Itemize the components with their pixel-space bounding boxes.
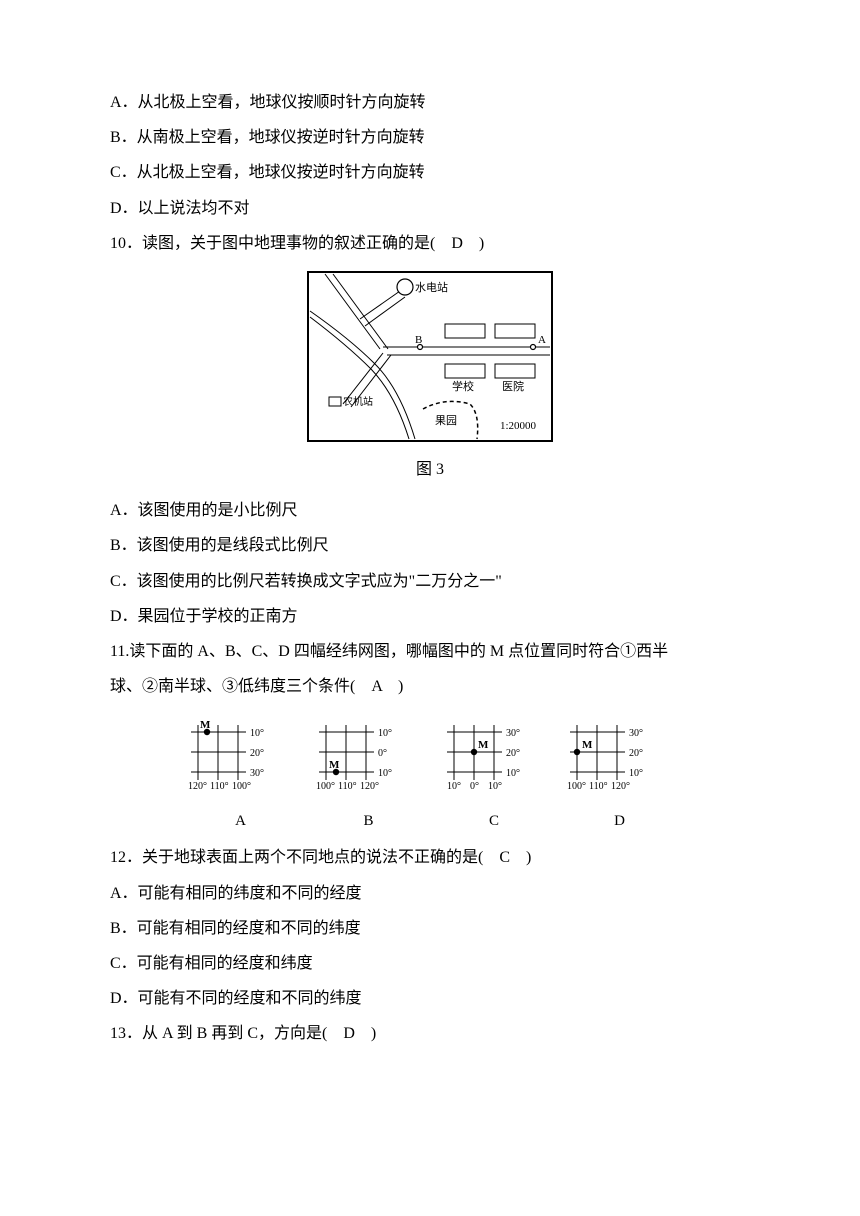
svg-text:20°: 20°: [250, 748, 264, 759]
grid-b-label: B: [314, 805, 424, 838]
svg-text:M: M: [329, 759, 340, 771]
q12-optA: A．可能有相同的纬度和不同的经度: [110, 876, 750, 911]
q9-optD: D．以上说法均不对: [110, 191, 750, 226]
svg-text:100°: 100°: [567, 781, 586, 790]
svg-text:120°: 120°: [188, 781, 207, 790]
q12-optB: B．可能有相同的经度和不同的纬度: [110, 911, 750, 946]
q11-grids: M 10° 20° 30° 120° 110° 100° A M 10° 0° …: [110, 710, 750, 838]
map-hospital-label: 医院: [502, 379, 524, 393]
svg-text:M: M: [200, 719, 211, 731]
svg-text:110°: 110°: [338, 781, 357, 790]
q10-optD: D．果园位于学校的正南方: [110, 599, 750, 634]
q12-optD: D．可能有不同的经度和不同的纬度: [110, 981, 750, 1016]
svg-text:30°: 30°: [629, 728, 643, 739]
grid-c: M 30° 20° 10° 10° 0° 10° C: [442, 710, 547, 838]
svg-text:M: M: [478, 739, 489, 751]
svg-text:30°: 30°: [250, 768, 264, 779]
map-hydro-label: 水电站: [415, 280, 448, 294]
svg-text:0°: 0°: [470, 781, 479, 790]
svg-text:10°: 10°: [378, 728, 392, 739]
svg-text:20°: 20°: [506, 748, 520, 759]
q12-stem: 12．关于地球表面上两个不同地点的说法不正确的是( C ): [110, 840, 750, 875]
svg-text:100°: 100°: [232, 781, 251, 790]
q10-optA: A．该图使用的是小比例尺: [110, 493, 750, 528]
q9-optC: C．从北极上空看，地球仪按逆时针方向旋转: [110, 155, 750, 190]
svg-text:120°: 120°: [611, 781, 630, 790]
svg-text:120°: 120°: [360, 781, 379, 790]
grid-b: M 10° 0° 10° 100° 110° 120° B: [314, 710, 424, 838]
svg-text:110°: 110°: [210, 781, 229, 790]
svg-text:100°: 100°: [316, 781, 335, 790]
q13-stem: 13．从 A 到 B 再到 C，方向是( D ): [110, 1016, 750, 1051]
svg-text:30°: 30°: [506, 728, 520, 739]
svg-text:20°: 20°: [629, 748, 643, 759]
q11-stem1: 11.读下面的 A、B、C、D 四幅经纬网图，哪幅图中的 M 点位置同时符合①西…: [110, 634, 750, 669]
map-orchard-label: 果园: [435, 414, 457, 427]
grid-c-label: C: [442, 805, 547, 838]
q10-optC: C．该图使用的比例尺若转换成文字式应为"二万分之一": [110, 564, 750, 599]
grid-d-label: D: [565, 805, 675, 838]
svg-text:10°: 10°: [629, 768, 643, 779]
q12-optC: C．可能有相同的经度和纬度: [110, 946, 750, 981]
svg-text:10°: 10°: [250, 728, 264, 739]
map-point-b: B: [415, 334, 422, 346]
q10-figure: 水电站 B A 学校 医院 农机站 果园 1:20000: [110, 269, 750, 448]
map-farm-label: 农机站: [343, 395, 373, 408]
svg-text:10°: 10°: [447, 781, 461, 790]
svg-text:M: M: [582, 739, 593, 751]
q11-stem2: 球、②南半球、③低纬度三个条件( A ): [110, 669, 750, 704]
q9-optB: B．从南极上空看，地球仪按逆时针方向旋转: [110, 120, 750, 155]
svg-text:110°: 110°: [589, 781, 608, 790]
svg-text:0°: 0°: [378, 748, 387, 759]
map-point-a: A: [538, 334, 546, 346]
q10-optB: B．该图使用的是线段式比例尺: [110, 528, 750, 563]
grid-a: M 10° 20° 30° 120° 110° 100° A: [186, 710, 296, 838]
svg-text:10°: 10°: [378, 768, 392, 779]
q10-stem: 10．读图，关于图中地理事物的叙述正确的是( D ): [110, 226, 750, 261]
grid-a-label: A: [186, 805, 296, 838]
svg-text:10°: 10°: [506, 768, 520, 779]
q9-optA: A．从北极上空看，地球仪按顺时针方向旋转: [110, 85, 750, 120]
svg-text:10°: 10°: [488, 781, 502, 790]
map-school-label: 学校: [452, 379, 474, 393]
grid-d: M 30° 20° 10° 100° 110° 120° D: [565, 710, 675, 838]
map-scale-label: 1:20000: [500, 420, 537, 432]
q10-caption: 图 3: [110, 452, 750, 487]
